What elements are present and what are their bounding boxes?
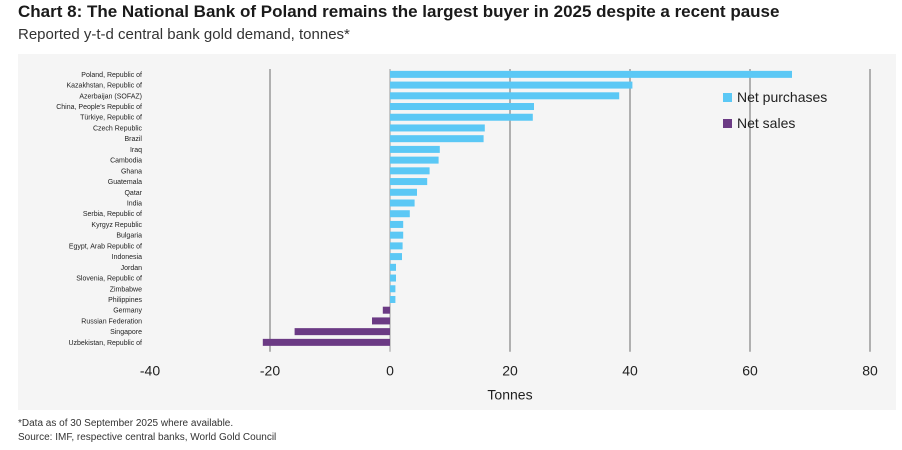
bar-12 xyxy=(390,199,415,207)
legend: Net purchases Net sales xyxy=(723,89,827,131)
bar-19 xyxy=(390,274,396,282)
legend-label-1: Net sales xyxy=(737,115,795,131)
legend-swatch-1 xyxy=(723,119,732,128)
chart-title: Chart 8: The National Bank of Poland rem… xyxy=(18,2,780,21)
category-label-6: Brazil xyxy=(124,136,142,143)
category-label-1: Kazakhstan, Republic of xyxy=(67,83,143,90)
bar-15 xyxy=(390,231,404,239)
category-label-21: Philippines xyxy=(108,297,142,304)
bar-1 xyxy=(390,81,633,89)
category-label-5: Czech Republic xyxy=(93,125,143,132)
category-label-15: Bulgaria xyxy=(116,233,142,240)
x-tick-label-6: 80 xyxy=(862,363,878,379)
bar-13 xyxy=(390,210,410,218)
category-label-3: China, People's Republic of xyxy=(56,104,142,111)
bar-4 xyxy=(390,113,533,121)
bar-22 xyxy=(382,306,390,314)
x-axis-label: Tonnes xyxy=(487,387,532,403)
bar-chart: Poland, Republic of Kazakhstan, Republic … xyxy=(56,69,878,403)
legend-swatch-0 xyxy=(723,93,732,102)
bar-0 xyxy=(390,70,792,78)
category-label-7: Iraq xyxy=(130,147,142,154)
category-label-9: Ghana xyxy=(121,168,142,175)
x-tick-label-3: 20 xyxy=(502,363,518,379)
category-label-24: Singapore xyxy=(110,329,142,336)
grid-lines xyxy=(269,69,871,352)
bar-3 xyxy=(390,103,534,111)
bar-21 xyxy=(390,295,396,303)
category-label-23: Russian Federation xyxy=(81,318,142,325)
category-label-0: Poland, Republic of xyxy=(81,72,142,79)
x-tick-labels: -40 -20 0 20 40 60 80 xyxy=(140,363,878,379)
chart-area: Poland, Republic of Kazakhstan, Republic … xyxy=(18,54,896,410)
category-label-20: Zimbabwe xyxy=(110,286,142,293)
bar-6 xyxy=(390,135,484,143)
category-label-18: Jordan xyxy=(121,265,143,272)
bar-7 xyxy=(390,145,440,153)
footnote: *Data as of 30 September 2025 where avai… xyxy=(18,418,234,429)
bar-8 xyxy=(390,156,439,164)
bar-24 xyxy=(294,328,390,336)
category-label-17: Indonesia xyxy=(112,254,142,261)
category-label-10: Guatemala xyxy=(108,179,142,186)
category-label-13: Serbia, Republic of xyxy=(83,211,142,218)
bar-17 xyxy=(390,253,402,261)
bar-18 xyxy=(390,263,396,271)
category-label-22: Germany xyxy=(113,308,142,315)
category-label-16: Egypt, Arab Republic of xyxy=(69,243,142,250)
category-label-14: Kyrgyz Republic xyxy=(91,222,142,229)
category-label-19: Slovenia, Republic of xyxy=(76,276,142,283)
category-label-8: Cambodia xyxy=(110,158,142,165)
category-label-11: Qatar xyxy=(124,190,142,197)
bar-9 xyxy=(390,167,430,175)
bar-25 xyxy=(262,338,390,346)
bar-2 xyxy=(390,92,620,100)
x-tick-label-0: -40 xyxy=(140,363,160,379)
bar-11 xyxy=(390,188,417,196)
bar-5 xyxy=(390,124,485,132)
category-labels: Poland, Republic of Kazakhstan, Republic … xyxy=(56,72,142,347)
bar-14 xyxy=(390,220,404,228)
bar-16 xyxy=(390,242,403,250)
x-tick-label-5: 60 xyxy=(742,363,758,379)
x-tick-label-4: 40 xyxy=(622,363,638,379)
bar-20 xyxy=(390,285,396,293)
bars xyxy=(262,70,792,346)
chart-subtitle: Reported y-t-d central bank gold demand,… xyxy=(18,26,350,43)
x-tick-label-2: 0 xyxy=(386,363,394,379)
category-label-2: Azerbaijan (SOFAZ) xyxy=(79,93,142,100)
category-label-25: Uzbekistan, Republic of xyxy=(68,340,142,347)
bar-10 xyxy=(390,178,428,186)
bar-23 xyxy=(372,317,390,325)
source-note: Source: IMF, respective central banks, W… xyxy=(18,432,277,443)
category-label-12: India xyxy=(127,201,142,208)
x-tick-label-1: -20 xyxy=(260,363,280,379)
category-label-4: Türkiye, Republic of xyxy=(80,115,142,122)
legend-label-0: Net purchases xyxy=(737,89,827,105)
